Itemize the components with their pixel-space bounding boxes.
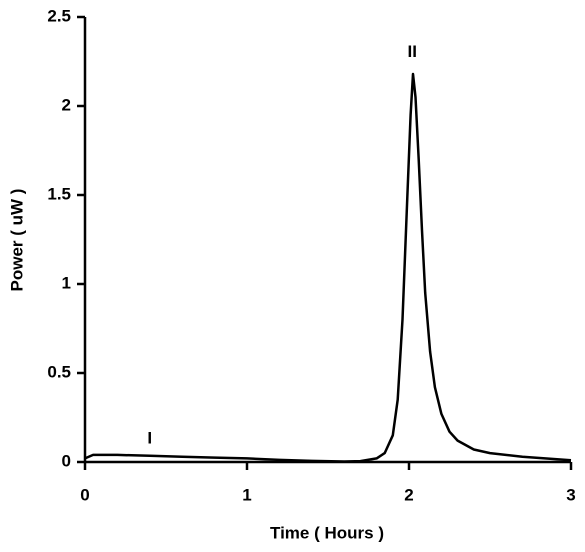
y-tick-label: 1.5 (47, 184, 71, 203)
x-tick-label: 3 (566, 485, 575, 504)
x-tick-label: 0 (80, 485, 89, 504)
peak-annotation: II (408, 42, 417, 61)
y-tick-label: 2 (62, 95, 71, 114)
y-tick-label: 0.5 (47, 362, 71, 381)
x-tick-label: 1 (242, 485, 251, 504)
x-tick-label: 2 (404, 485, 413, 504)
peak-annotation: I (147, 428, 152, 447)
y-tick-label: 0 (62, 451, 71, 470)
y-tick-label: 2.5 (47, 6, 71, 25)
data-line (84, 72, 572, 463)
y-tick-label: 1 (62, 273, 71, 292)
x-axis-label: Time ( Hours ) (270, 523, 384, 542)
y-axis-label: Power ( uW ) (7, 189, 26, 292)
